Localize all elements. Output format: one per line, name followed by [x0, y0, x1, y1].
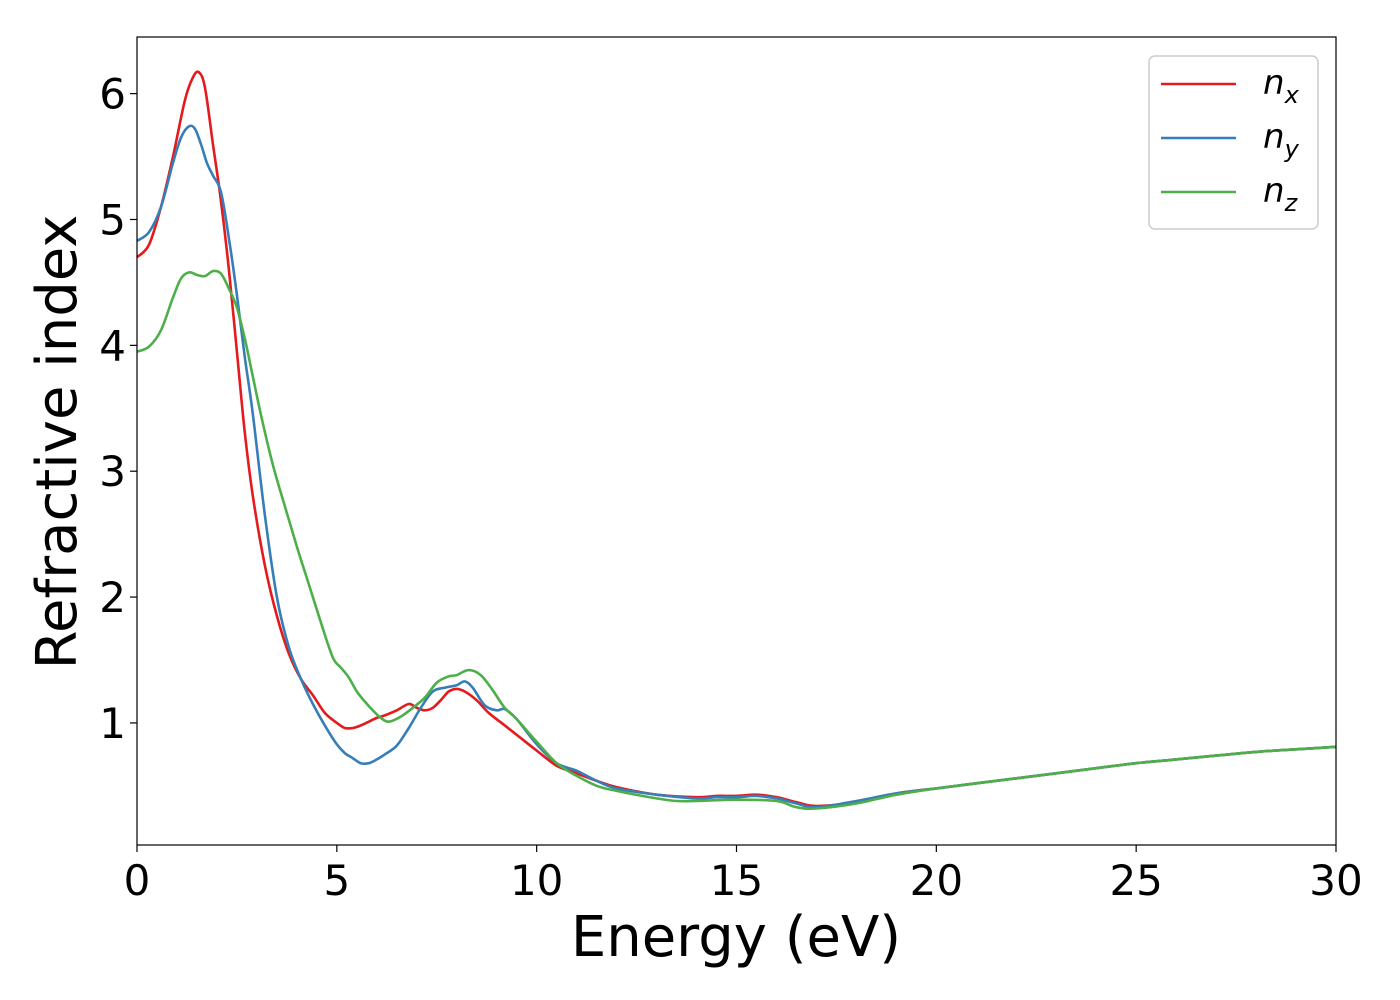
series-line-z	[136, 269, 1337, 811]
y-tick-label: 1	[99, 699, 126, 748]
x-tick-label: 30	[1309, 856, 1362, 905]
legend-label-x: nx	[1263, 63, 1300, 109]
x-tick-label: 0	[124, 856, 151, 905]
x-tick-label: 10	[510, 856, 563, 905]
legend-label-subscript: z	[1284, 189, 1299, 217]
plot-lines	[136, 70, 1337, 811]
legend-label-z: nz	[1263, 171, 1299, 217]
x-tick-label: 20	[910, 856, 963, 905]
legend-label-base: n	[1263, 63, 1285, 103]
x-tick-label: 15	[710, 856, 763, 905]
y-tick-label: 6	[99, 70, 126, 119]
legend-label-subscript: y	[1284, 135, 1300, 163]
y-tick-label: 3	[99, 447, 126, 496]
y-axis-ticks: 1 2 3 4 5 6	[99, 70, 137, 748]
y-tick-label: 2	[99, 573, 126, 622]
y-tick-label: 5	[99, 195, 126, 244]
legend-label-base: n	[1263, 171, 1285, 211]
plot-frame	[136, 36, 1337, 846]
legend-label-y: ny	[1263, 117, 1300, 163]
legend-label-base: n	[1263, 117, 1285, 157]
legend-label-subscript: x	[1284, 81, 1300, 109]
x-tick-label: 25	[1109, 856, 1162, 905]
legend-box	[1148, 55, 1319, 230]
x-tick-label: 5	[323, 856, 350, 905]
y-tick-label: 4	[99, 321, 126, 370]
y-axis-label: Refractive index	[25, 215, 90, 670]
x-axis-ticks: 0 5 10 15 20 25 30	[124, 845, 1363, 905]
x-axis-label: Energy (eV)	[571, 905, 901, 970]
